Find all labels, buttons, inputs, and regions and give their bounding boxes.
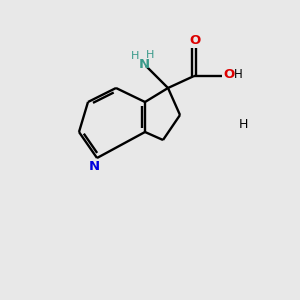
Text: O: O — [224, 68, 235, 82]
Text: O: O — [189, 34, 201, 47]
Text: N: N — [88, 160, 100, 173]
Text: H: H — [146, 50, 154, 60]
Text: H: H — [238, 118, 248, 131]
Text: H: H — [234, 68, 242, 82]
Text: N: N — [138, 58, 150, 71]
Text: H: H — [131, 51, 139, 61]
